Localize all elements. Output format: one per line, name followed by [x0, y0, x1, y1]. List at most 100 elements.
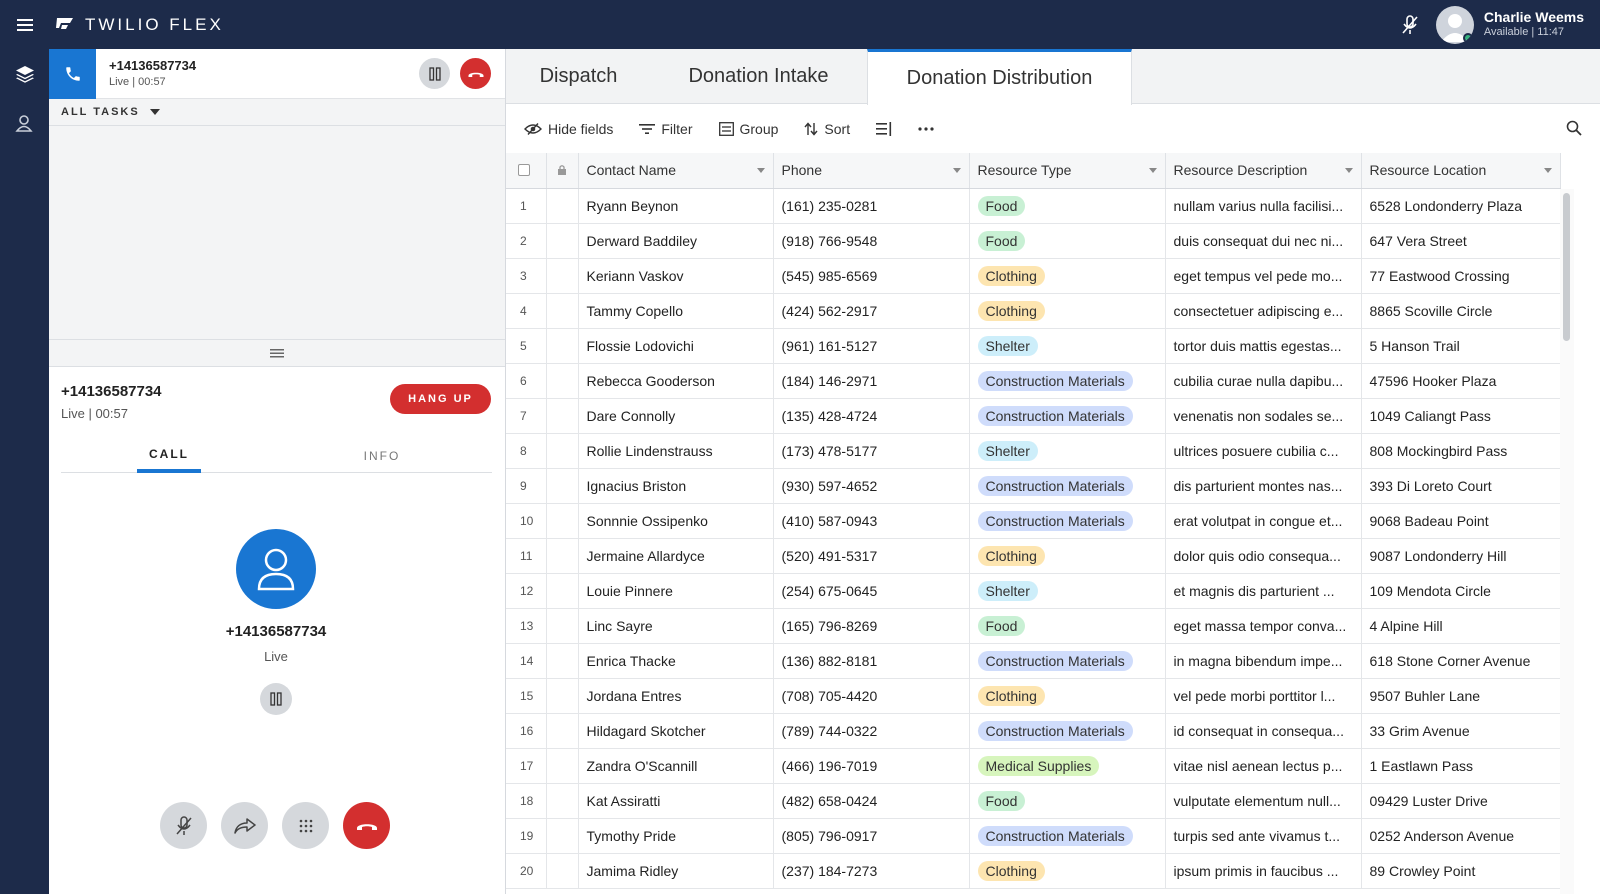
phone-cell[interactable]: (961) 161-5127 [773, 328, 970, 364]
phone-cell[interactable]: (930) 597-4652 [773, 468, 970, 504]
resource-description-cell[interactable]: et magnis dis parturient ... [1165, 573, 1362, 609]
row-lock-cell[interactable] [546, 293, 579, 329]
search-icon[interactable] [1566, 120, 1582, 136]
table-row[interactable]: 9 Ignacius Briston (930) 597-4652 Construct… [506, 468, 1561, 504]
table-row[interactable]: 20 Jamima Ridley (237) 184-7273 Clothing ips… [506, 853, 1561, 889]
contact-name-cell[interactable]: Tymothy Pride [578, 818, 774, 854]
resource-description-cell[interactable]: erat volutpat in congue et... [1165, 503, 1362, 539]
resource-description-cell[interactable]: tortor duis mattis egestas... [1165, 328, 1362, 364]
table-row[interactable]: 2 Derward Baddiley (918) 766-9548 Food duis … [506, 223, 1561, 259]
sort-button[interactable]: Sort [804, 121, 850, 137]
resource-location-cell[interactable]: 5 Hanson Trail [1361, 328, 1561, 364]
column-header-resource-type[interactable]: Resource Type [969, 153, 1166, 189]
tab-dispatch[interactable]: Dispatch [539, 65, 618, 87]
column-header-phone[interactable]: Phone [773, 153, 970, 189]
agents-icon[interactable] [0, 98, 49, 147]
resource-description-cell[interactable]: dolor quis odio consequa... [1165, 538, 1362, 574]
row-number[interactable]: 3 [506, 258, 547, 294]
resource-description-cell[interactable]: cubilia curae nulla dapibu... [1165, 363, 1362, 399]
resource-location-cell[interactable]: 8865 Scoville Circle [1361, 293, 1561, 329]
phone-cell[interactable]: (161) 235-0281 [773, 188, 970, 224]
resource-location-cell[interactable]: 9087 Londonderry Hill [1361, 538, 1561, 574]
row-number[interactable]: 2 [506, 223, 547, 259]
contact-name-cell[interactable]: Linc Sayre [578, 608, 774, 644]
resource-description-cell[interactable]: eget tempus vel pede mo... [1165, 258, 1362, 294]
transfer-button[interactable] [221, 802, 268, 849]
row-number[interactable]: 20 [506, 853, 547, 889]
contact-name-cell[interactable]: Jamima Ridley [578, 853, 774, 889]
phone-cell[interactable]: (466) 196-7019 [773, 748, 970, 784]
resource-location-cell[interactable]: 393 Di Loreto Court [1361, 468, 1561, 504]
contact-name-cell[interactable]: Jordana Entres [578, 678, 774, 714]
phone-cell[interactable]: (254) 675-0645 [773, 573, 970, 609]
resource-description-cell[interactable]: eget massa tempor conva... [1165, 608, 1362, 644]
table-row[interactable]: 8 Rollie Lindenstrauss (173) 478-5177 Shelt… [506, 433, 1561, 469]
table-row[interactable]: 7 Dare Connolly (135) 428-4724 Construction… [506, 398, 1561, 434]
resource-type-cell[interactable]: Construction Materials [969, 818, 1166, 854]
select-all-checkbox[interactable] [518, 164, 530, 177]
task-filter[interactable]: ALL TASKS [49, 99, 505, 126]
resource-location-cell[interactable]: 89 Crowley Point [1361, 853, 1561, 889]
row-number[interactable]: 5 [506, 328, 547, 364]
resource-type-cell[interactable]: Medical Supplies [969, 748, 1166, 784]
row-lock-cell[interactable] [546, 328, 579, 364]
caret-down-icon[interactable] [1543, 168, 1552, 173]
row-height-icon[interactable] [876, 121, 892, 136]
resource-description-cell[interactable]: vulputate elementum null... [1165, 783, 1362, 819]
column-header-resource-location[interactable]: Resource Location [1361, 153, 1561, 189]
resource-type-cell[interactable]: Construction Materials [969, 503, 1166, 539]
phone-cell[interactable]: (237) 184-7273 [773, 853, 970, 889]
resource-location-cell[interactable]: 808 Mockingbird Pass [1361, 433, 1561, 469]
end-call-button-bottom[interactable] [343, 802, 390, 849]
resource-description-cell[interactable]: id consequat in consequa... [1165, 713, 1362, 749]
contact-name-cell[interactable]: Jermaine Allardyce [578, 538, 774, 574]
contact-name-cell[interactable]: Rebecca Gooderson [578, 363, 774, 399]
row-number[interactable]: 16 [506, 713, 547, 749]
row-number[interactable]: 4 [506, 293, 547, 329]
user-avatar[interactable] [1435, 5, 1474, 44]
resource-description-cell[interactable]: nullam varius nulla facilisi... [1165, 188, 1362, 224]
resource-description-cell[interactable]: duis consequat dui nec ni... [1165, 223, 1362, 259]
layers-icon[interactable] [0, 49, 49, 98]
resource-description-cell[interactable]: vel pede morbi porttitor l... [1165, 678, 1362, 714]
phone-cell[interactable]: (520) 491-5317 [773, 538, 970, 574]
resource-location-cell[interactable]: 0252 Anderson Avenue [1361, 818, 1561, 854]
resource-location-cell[interactable]: 9068 Badeau Point [1361, 503, 1561, 539]
resource-type-cell[interactable]: Clothing [969, 293, 1166, 329]
resource-location-cell[interactable]: 1049 Caliangt Pass [1361, 398, 1561, 434]
hang-up-button[interactable]: HANG UP [390, 384, 491, 414]
hamburger-menu-icon[interactable] [0, 0, 49, 49]
row-lock-cell[interactable] [546, 188, 579, 224]
table-row[interactable]: 16 Hildagard Skotcher (789) 744-0322 Constr… [506, 713, 1561, 749]
table-row[interactable]: 5 Flossie Lodovichi (961) 161-5127 Shelter t… [506, 328, 1561, 364]
resource-location-cell[interactable]: 1 Eastlawn Pass [1361, 748, 1561, 784]
table-row[interactable]: 10 Sonnnie Ossipenko (410) 587-0943 Constru… [506, 503, 1561, 539]
more-options-icon[interactable] [918, 126, 934, 131]
row-number[interactable]: 9 [506, 468, 547, 504]
contact-name-cell[interactable]: Flossie Lodovichi [578, 328, 774, 364]
contact-name-cell[interactable]: Rollie Lindenstrauss [578, 433, 774, 469]
phone-cell[interactable]: (482) 658-0424 [773, 783, 970, 819]
table-row[interactable]: 17 Zandra O'Scannill (466) 196-7019 Medical… [506, 748, 1561, 784]
resource-type-cell[interactable]: Food [969, 223, 1166, 259]
row-number[interactable]: 8 [506, 433, 547, 469]
resource-location-cell[interactable]: 9507 Buhler Lane [1361, 678, 1561, 714]
row-lock-cell[interactable] [546, 538, 579, 574]
resource-type-cell[interactable]: Construction Materials [969, 643, 1166, 679]
phone-cell[interactable]: (136) 882-8181 [773, 643, 970, 679]
resource-location-cell[interactable]: 09429 Luster Drive [1361, 783, 1561, 819]
row-number[interactable]: 11 [506, 538, 547, 574]
resource-type-cell[interactable]: Food [969, 608, 1166, 644]
row-number[interactable]: 19 [506, 818, 547, 854]
row-lock-cell[interactable] [546, 783, 579, 819]
contact-name-cell[interactable]: Zandra O'Scannill [578, 748, 774, 784]
row-number[interactable]: 18 [506, 783, 547, 819]
vertical-scrollbar[interactable] [1560, 189, 1574, 894]
hold-toggle-button[interactable] [260, 683, 292, 715]
hide-fields-button[interactable]: Hide fields [524, 121, 613, 137]
contact-name-cell[interactable]: Kat Assiratti [578, 783, 774, 819]
row-lock-cell[interactable] [546, 223, 579, 259]
phone-cell[interactable]: (805) 796-0917 [773, 818, 970, 854]
phone-cell[interactable]: (165) 796-8269 [773, 608, 970, 644]
table-row[interactable]: 4 Tammy Copello (424) 562-2917 Clothing cons… [506, 293, 1561, 329]
